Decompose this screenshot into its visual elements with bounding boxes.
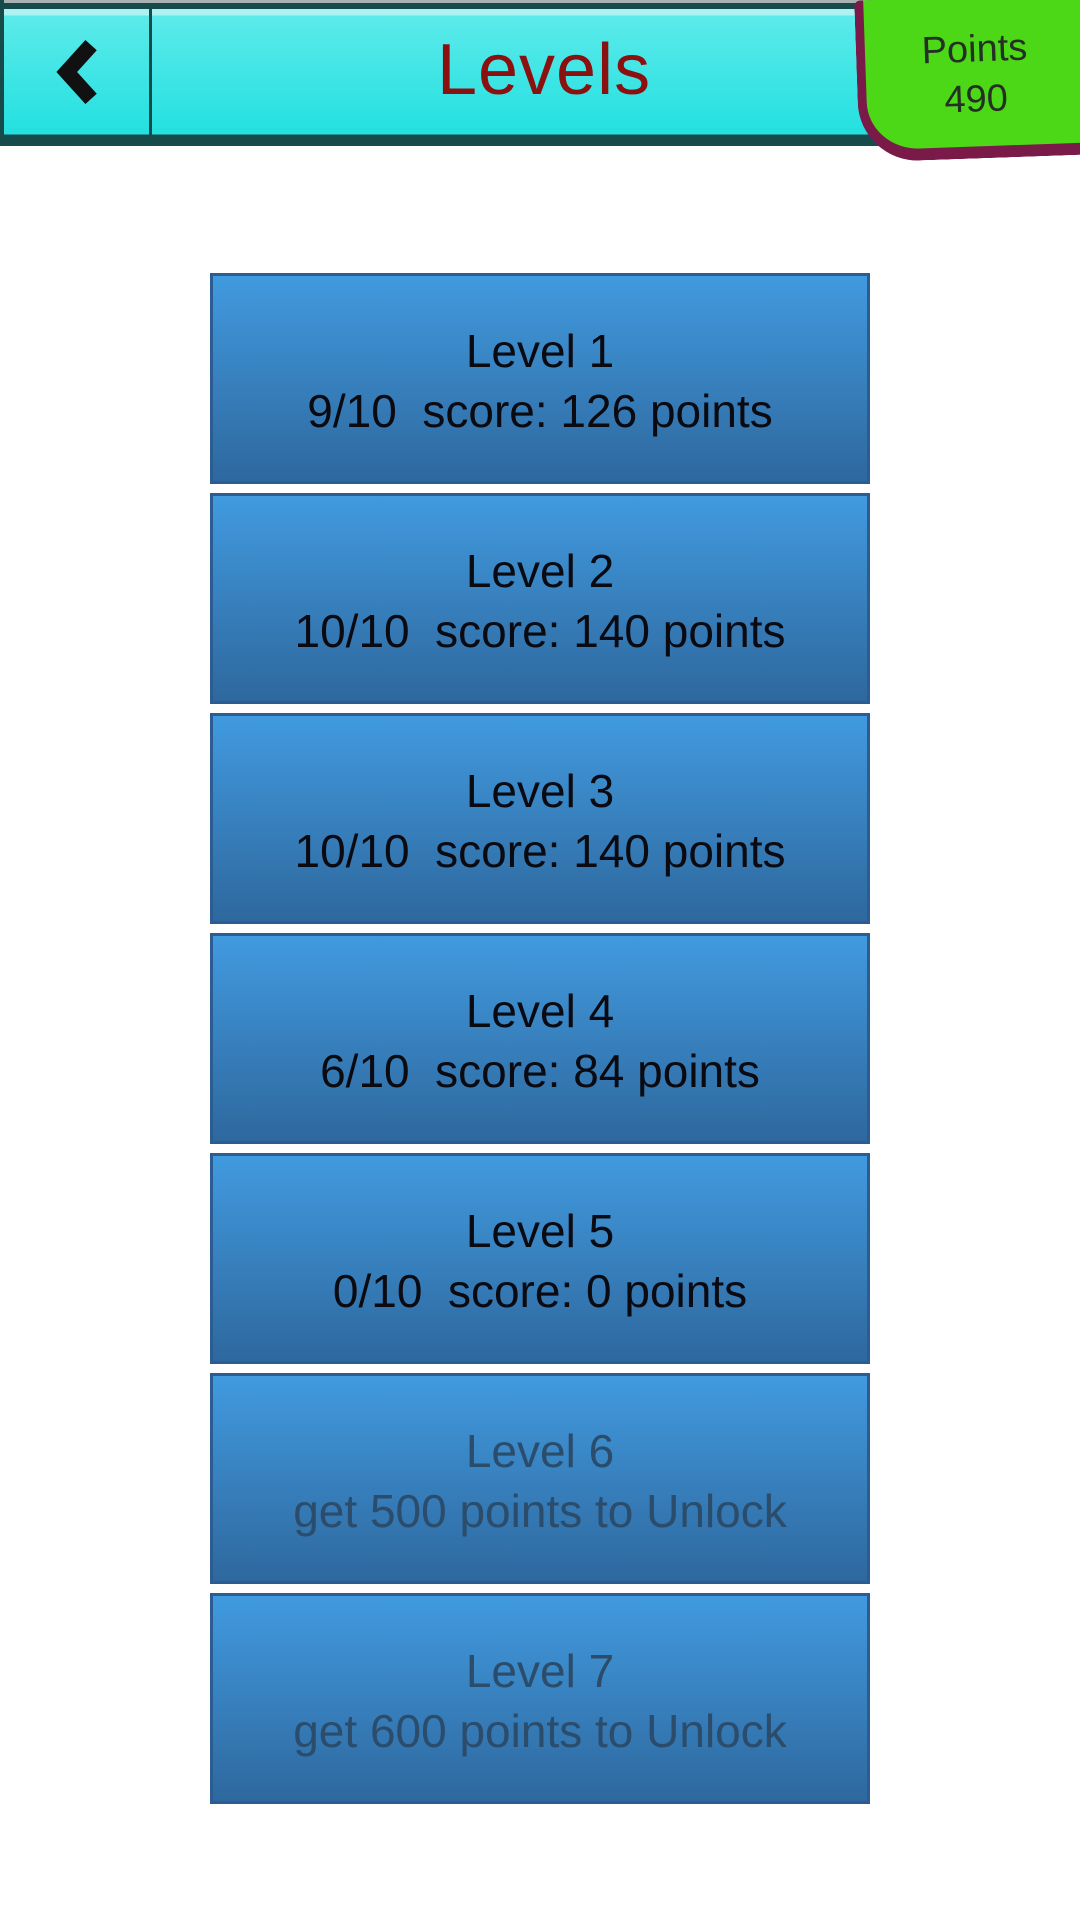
back-chevron-icon	[55, 40, 97, 104]
level-detail: 10/10 score: 140 points	[294, 824, 786, 877]
level-5-button[interactable]: Level 5 0/10 score: 0 points	[210, 1153, 870, 1364]
page-title: Levels	[436, 30, 652, 110]
back-button[interactable]	[4, 9, 149, 135]
points-badge: Points 490	[854, 0, 1080, 163]
level-name: Level 3	[465, 764, 615, 817]
level-name: Level 1	[465, 324, 615, 377]
level-detail: 0/10 score: 0 points	[332, 1264, 748, 1317]
level-7-button[interactable]: Level 7 get 600 points to Unlock	[210, 1593, 870, 1804]
level-detail: 10/10 score: 140 points	[294, 604, 786, 657]
levels-list: Level 1 9/10 score: 126 points Level 2 1…	[210, 273, 870, 1804]
level-name: Level 4	[465, 984, 615, 1037]
level-detail: 6/10 score: 84 points	[320, 1044, 760, 1097]
level-name: Level 2	[465, 544, 615, 597]
level-name: Level 6	[465, 1424, 615, 1477]
level-detail: 9/10 score: 126 points	[307, 384, 773, 437]
header-divider	[149, 3, 152, 135]
points-badge-label: Points	[920, 26, 1028, 73]
level-2-button[interactable]: Level 2 10/10 score: 140 points	[210, 493, 870, 704]
level-name: Level 5	[465, 1204, 615, 1257]
points-badge-value: 490	[943, 77, 1009, 122]
level-name: Level 7	[465, 1644, 615, 1697]
level-6-button[interactable]: Level 6 get 500 points to Unlock	[210, 1373, 870, 1584]
level-3-button[interactable]: Level 3 10/10 score: 140 points	[210, 713, 870, 924]
level-detail: get 500 points to Unlock	[293, 1484, 787, 1537]
level-4-button[interactable]: Level 4 6/10 score: 84 points	[210, 933, 870, 1144]
level-1-button[interactable]: Level 1 9/10 score: 126 points	[210, 273, 870, 484]
level-detail: get 600 points to Unlock	[293, 1704, 787, 1757]
